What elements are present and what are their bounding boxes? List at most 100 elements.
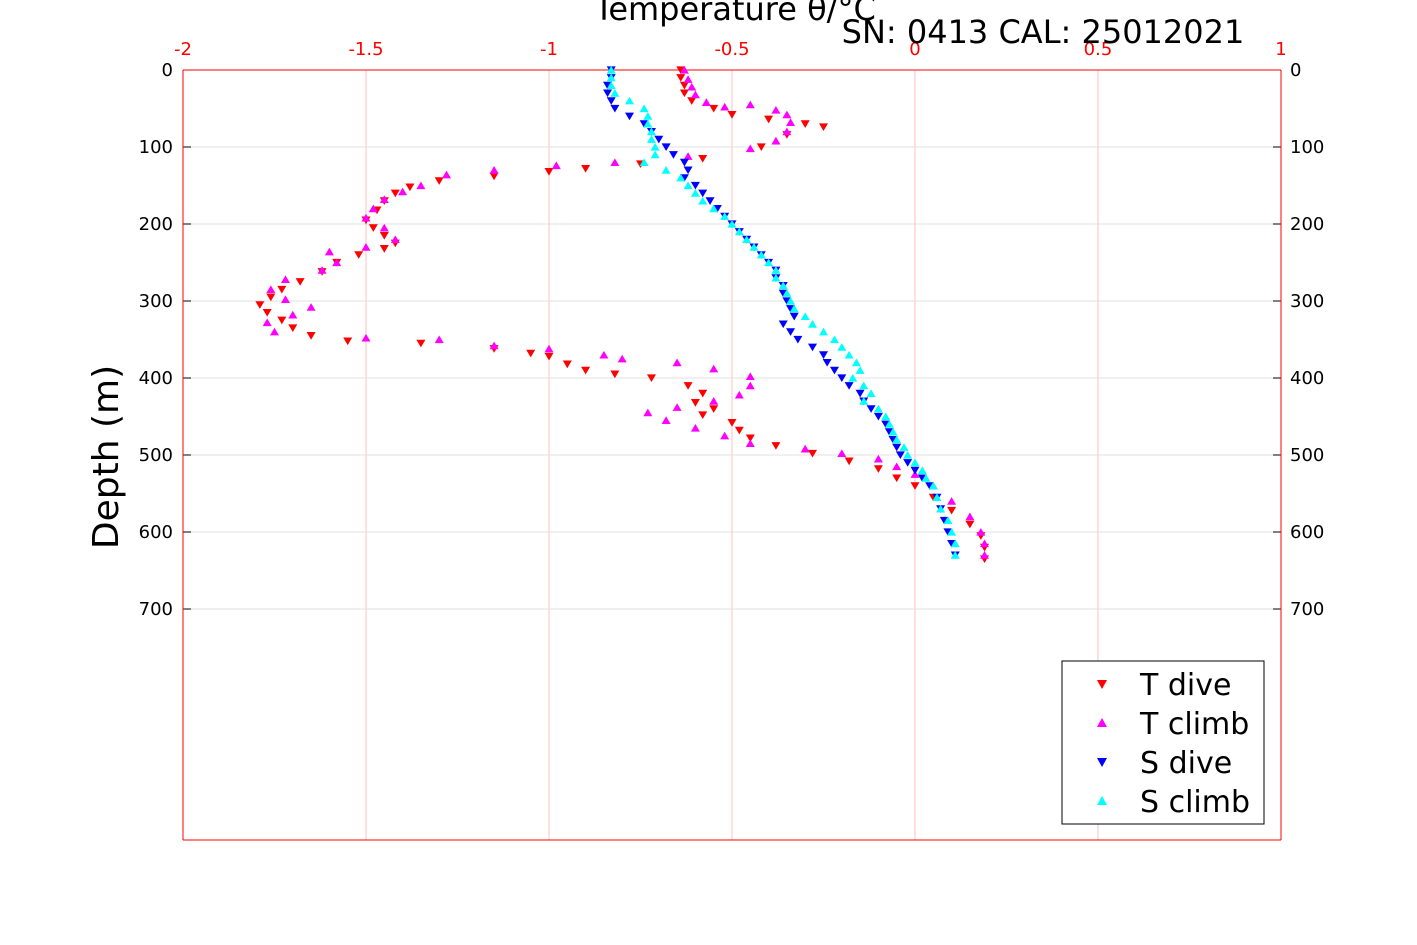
data-point — [745, 372, 755, 381]
legend: T dive T climb S dive S climb — [1061, 660, 1265, 825]
data-point — [837, 343, 847, 351]
data-point — [672, 403, 682, 411]
data-point — [544, 344, 554, 353]
data-point — [925, 482, 935, 490]
series-s-dive — [603, 66, 960, 560]
data-point — [639, 158, 649, 166]
data-point — [778, 281, 788, 290]
data-point — [646, 374, 656, 383]
data-point — [756, 250, 766, 259]
y-tick-label-right: 300 — [1290, 291, 1324, 312]
data-point — [917, 466, 927, 474]
data-point — [947, 539, 957, 548]
data-point — [606, 81, 616, 89]
legend-label-t-climb: T climb — [1139, 707, 1249, 742]
data-point — [661, 166, 671, 174]
data-point — [434, 177, 444, 185]
data-point — [324, 247, 334, 256]
x-tick-label: 0 — [909, 39, 920, 60]
data-point — [943, 516, 953, 525]
x-tick-label: -2 — [174, 39, 192, 60]
data-point — [434, 335, 444, 344]
data-point — [789, 312, 799, 321]
data-point — [859, 381, 869, 390]
data-point — [332, 258, 342, 267]
data-point — [965, 512, 975, 521]
data-point — [343, 337, 353, 346]
data-point — [808, 449, 818, 458]
data-point — [398, 187, 408, 196]
data-point — [910, 466, 920, 475]
legend-item-s-dive: S dive — [1097, 746, 1232, 781]
data-point — [782, 127, 792, 136]
x-tick-labels: -2 -1.5 -1 -0.5 0 0.5 1 — [174, 39, 1287, 60]
data-point — [851, 358, 861, 367]
data-point — [749, 243, 759, 251]
data-point — [837, 374, 847, 383]
data-point — [617, 354, 627, 363]
legend-marker-t-dive — [1097, 680, 1107, 689]
data-point — [551, 161, 561, 170]
data-point — [610, 89, 620, 97]
data-point — [709, 204, 719, 213]
data-point — [544, 352, 554, 361]
data-point — [888, 436, 898, 444]
data-point — [709, 397, 719, 405]
data-point — [606, 73, 616, 82]
data-point — [379, 245, 389, 253]
data-point — [280, 295, 290, 304]
data-point — [690, 424, 700, 432]
y-tick-label-left: 700 — [139, 599, 173, 620]
data-point — [690, 90, 700, 99]
data-point — [610, 370, 620, 379]
data-point — [368, 204, 378, 213]
data-point — [610, 158, 620, 166]
data-point — [782, 289, 792, 297]
data-point — [720, 102, 730, 111]
data-point — [379, 223, 389, 232]
data-point — [866, 405, 876, 413]
data-point — [928, 481, 938, 490]
data-point — [786, 305, 796, 313]
y-axis-label: Depth (m) — [86, 365, 127, 549]
data-point — [442, 170, 452, 179]
data-point — [416, 181, 426, 190]
data-point — [690, 181, 700, 190]
data-point — [859, 397, 869, 405]
data-point — [266, 293, 276, 302]
data-point — [672, 358, 682, 367]
legend-item-s-climb: S climb — [1097, 785, 1250, 820]
data-point — [416, 339, 426, 348]
data-point — [712, 205, 722, 213]
data-point — [884, 428, 894, 436]
data-point — [317, 266, 327, 274]
data-point — [489, 172, 499, 181]
legend-label-s-dive: S dive — [1140, 746, 1232, 781]
legend-item-t-climb: T climb — [1097, 707, 1249, 742]
data-point — [643, 119, 653, 128]
data-point — [306, 332, 316, 340]
y-tick-label-left: 0 — [162, 60, 173, 81]
y-tick-label-right: 600 — [1290, 522, 1324, 543]
data-point — [873, 404, 883, 413]
data-point — [676, 173, 686, 182]
data-point — [910, 458, 920, 467]
data-point — [734, 426, 744, 435]
data-point — [888, 427, 898, 436]
y-tick-label-right: 100 — [1290, 137, 1324, 158]
data-point — [892, 474, 902, 483]
data-point — [884, 420, 894, 428]
data-point — [280, 275, 290, 284]
data-point — [683, 181, 693, 190]
x-tick-label: -0.5 — [714, 39, 749, 60]
x-tick-label: 1 — [1275, 39, 1286, 60]
data-point — [980, 551, 990, 559]
data-point — [939, 516, 949, 525]
data-point — [709, 364, 719, 373]
data-point — [855, 389, 865, 398]
data-point — [764, 115, 774, 124]
data-point — [786, 328, 796, 336]
data-point — [848, 373, 858, 382]
data-point — [361, 333, 371, 342]
data-point — [625, 96, 635, 105]
